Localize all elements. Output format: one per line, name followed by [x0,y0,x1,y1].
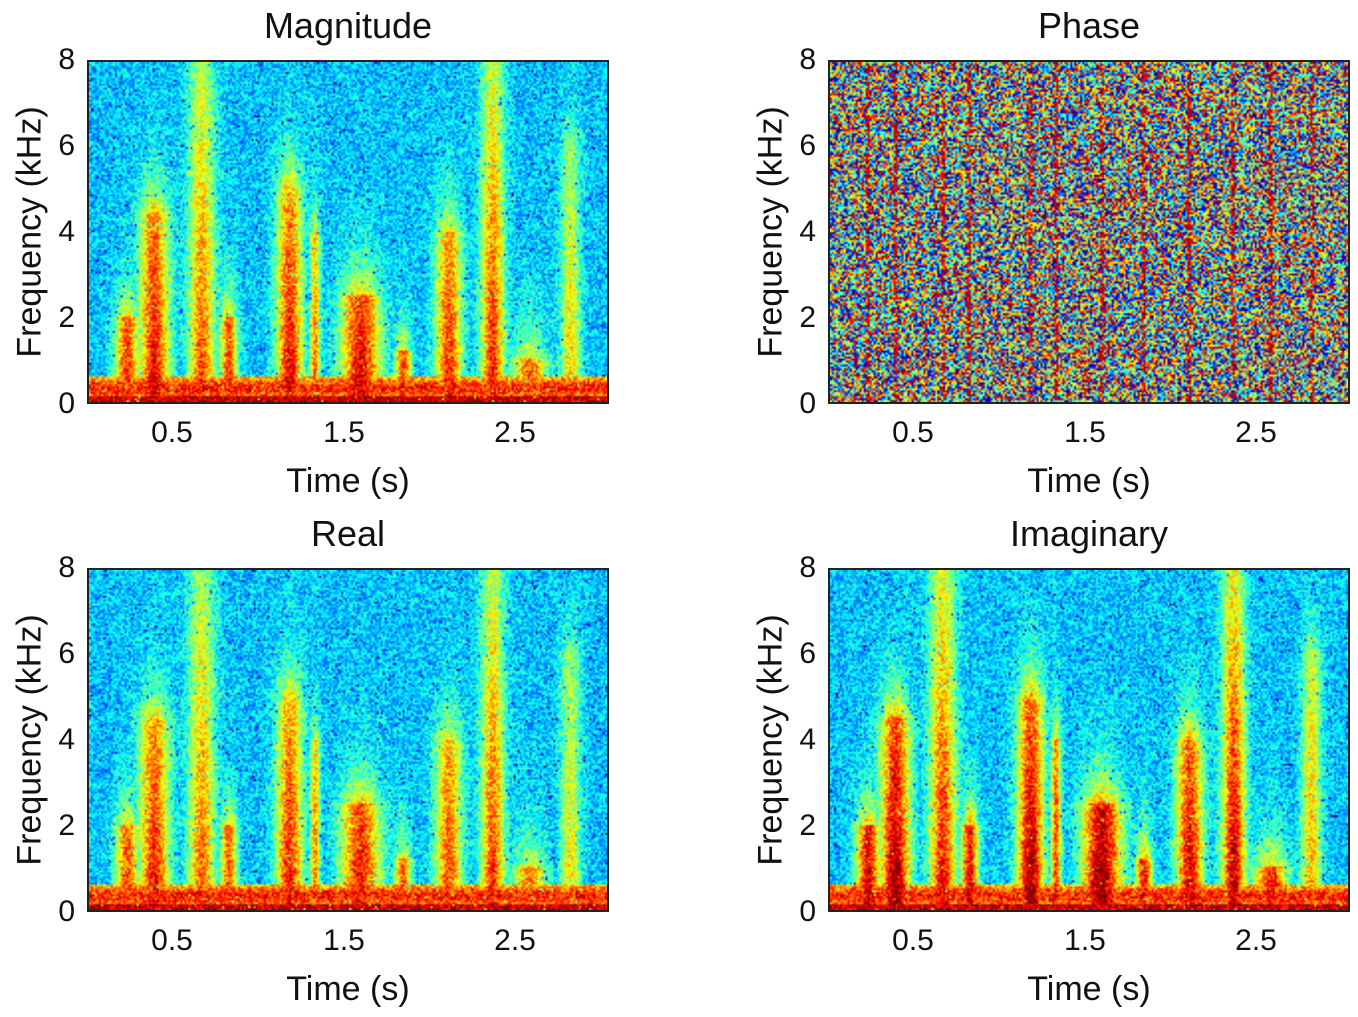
y-tick-label: 8 [58,43,75,76]
chart-title: Phase [1037,5,1141,46]
x-axis-label: Time (s) [286,462,410,500]
x-tick-label: 2.5 [494,924,536,957]
y-tick-label: 2 [58,301,75,334]
heatmap-canvas [830,62,1348,402]
x-axis-label: Time (s) [286,970,410,1008]
y-tick-label: 6 [799,129,816,162]
panel-imaginary: Imaginary Frequency (kHz) Time (s) 0 2 4… [741,508,1358,1016]
x-tick-label: 0.5 [151,924,193,957]
y-tick-label: 8 [799,551,816,584]
heatmap-canvas [830,570,1348,910]
panel-magnitude: Magnitude Frequency (kHz) Time (s) 0 2 4… [0,0,679,508]
y-axis-label: Frequency (kHz) [751,614,790,866]
heatmap-canvas [89,62,607,402]
x-axis-label: Time (s) [1027,462,1151,500]
y-tick-label: 0 [799,387,816,420]
spectrogram-plot [87,60,609,404]
y-tick-label: 6 [799,637,816,670]
y-tick-label: 2 [58,809,75,842]
x-tick-label: 1.5 [323,924,365,957]
x-tick-label: 0.5 [892,924,934,957]
y-tick-label: 0 [58,895,75,928]
y-tick-label: 2 [799,301,816,334]
chart-title: Imaginary [1009,513,1169,554]
x-tick-label: 1.5 [323,416,365,449]
x-tick-label: 2.5 [1235,924,1277,957]
y-axis-label: Frequency (kHz) [751,106,790,358]
y-tick-label: 0 [58,387,75,420]
y-tick-label: 4 [58,215,75,248]
y-tick-label: 2 [799,809,816,842]
spectrogram-plot [828,60,1350,404]
chart-title: Real [310,513,386,554]
y-axis-label: Frequency (kHz) [10,614,49,866]
y-tick-label: 4 [799,215,816,248]
chart-title: Magnitude [263,5,433,46]
y-tick-label: 0 [799,895,816,928]
panel-phase: Phase Frequency (kHz) Time (s) 0 2 4 6 8… [741,0,1358,508]
x-tick-label: 2.5 [494,416,536,449]
y-tick-label: 6 [58,637,75,670]
panel-real: Real Frequency (kHz) Time (s) 0 2 4 6 8 … [0,508,679,1016]
x-tick-label: 0.5 [892,416,934,449]
y-tick-label: 4 [58,723,75,756]
x-tick-label: 1.5 [1064,924,1106,957]
x-tick-label: 2.5 [1235,416,1277,449]
y-axis-label: Frequency (kHz) [10,106,49,358]
x-tick-label: 1.5 [1064,416,1106,449]
spectrogram-plot [87,568,609,912]
x-axis-label: Time (s) [1027,970,1151,1008]
heatmap-canvas [89,570,607,910]
y-tick-label: 6 [58,129,75,162]
y-tick-label: 8 [799,43,816,76]
x-tick-label: 0.5 [151,416,193,449]
spectrogram-plot [828,568,1350,912]
y-tick-label: 4 [799,723,816,756]
y-tick-label: 8 [58,551,75,584]
